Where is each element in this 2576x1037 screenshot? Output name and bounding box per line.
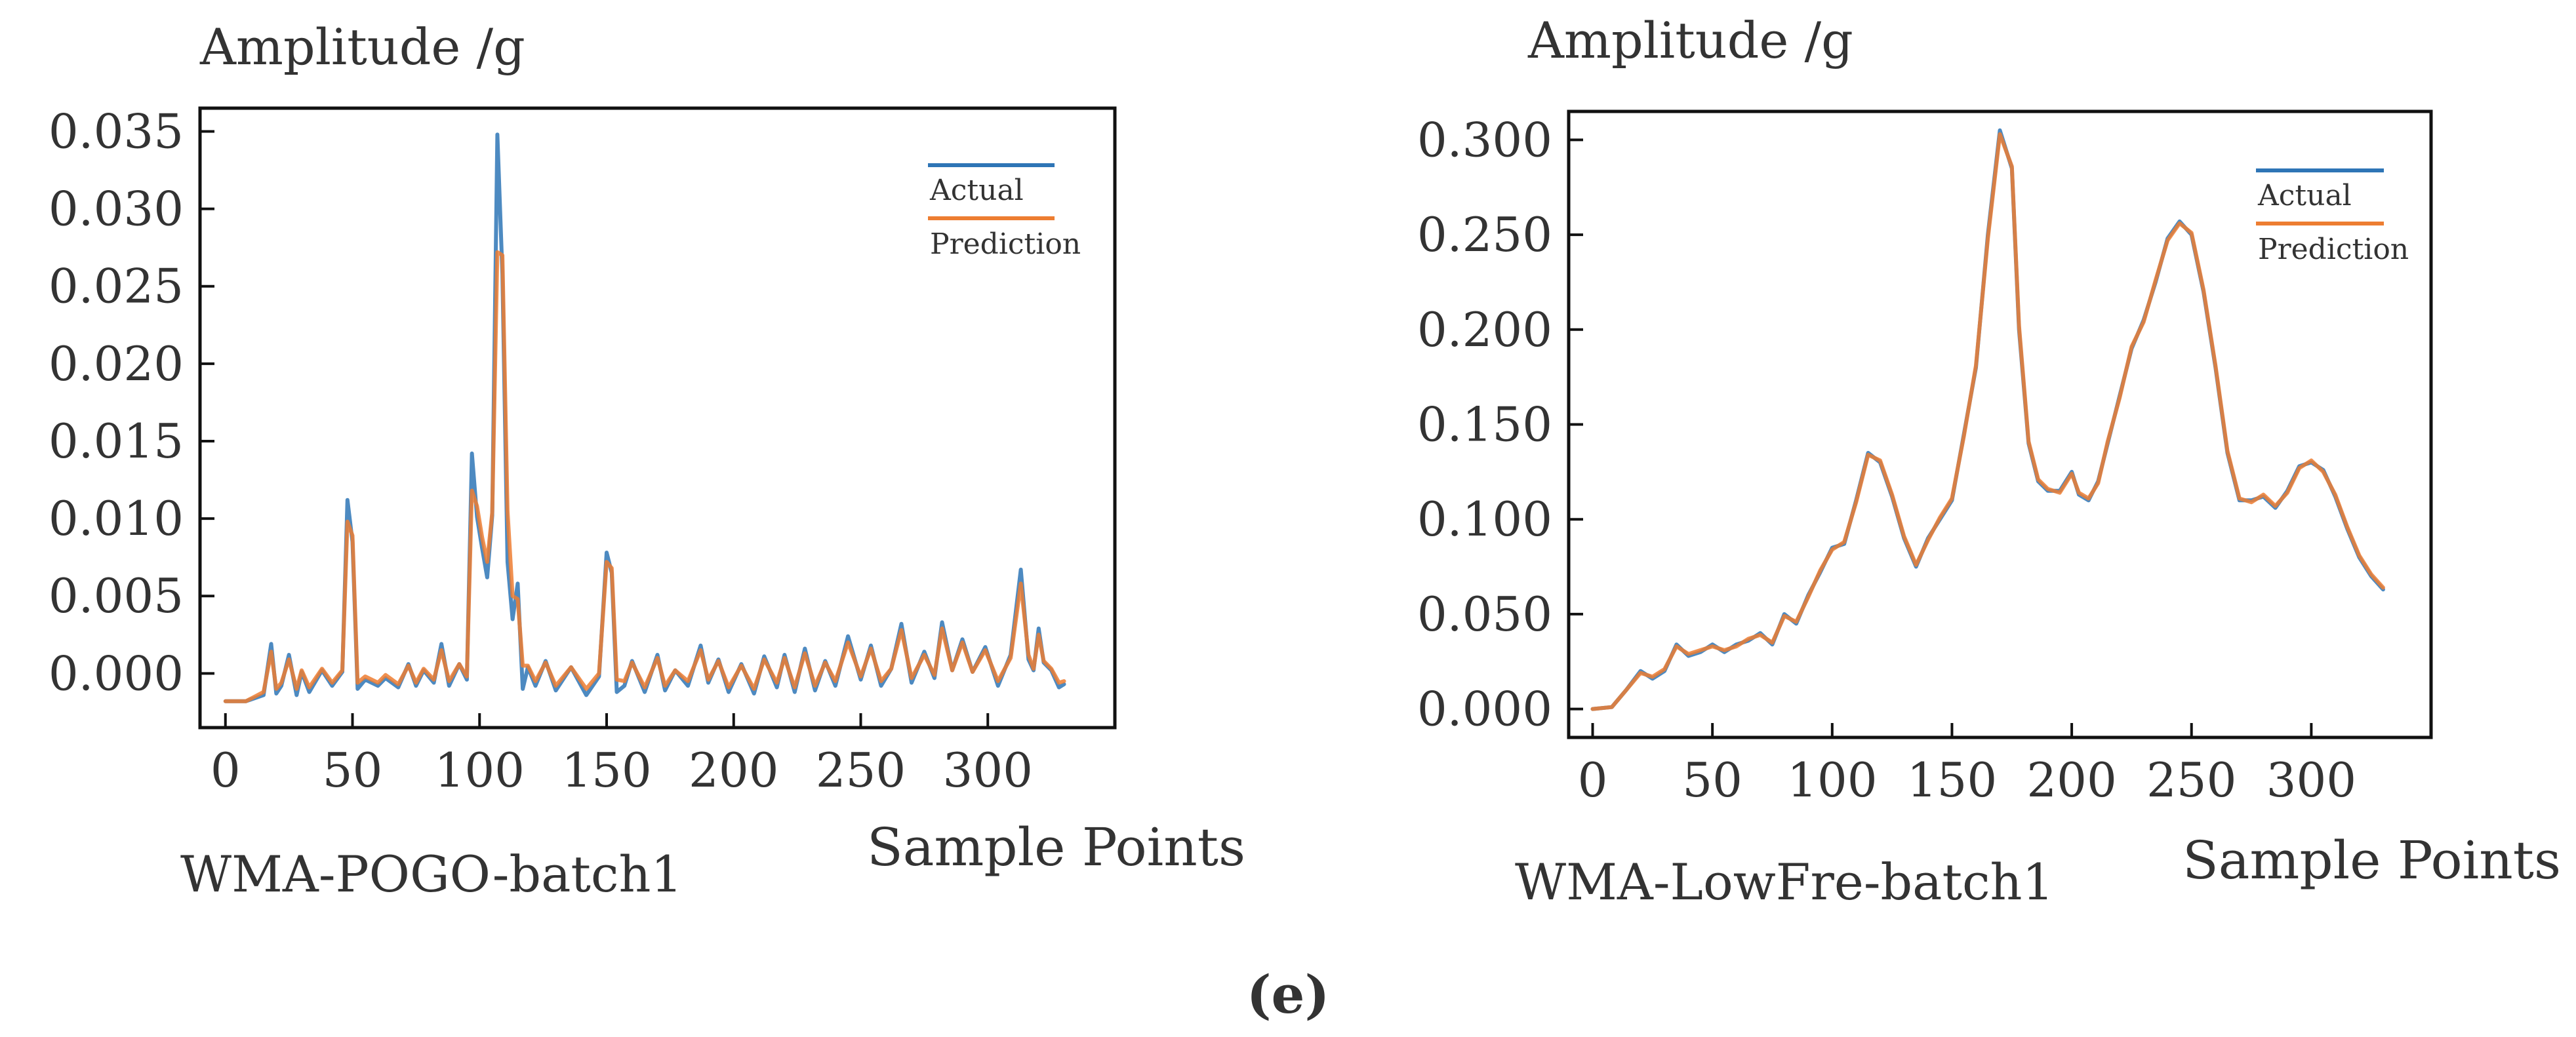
- chart-lowfre-ylabel: Amplitude /g: [1527, 11, 1853, 69]
- panel-label: (e): [1247, 964, 1330, 1025]
- chart-pogo-ytick-label: 0.005: [49, 568, 184, 623]
- chart-pogo-xlabel: Sample Points: [867, 817, 1245, 878]
- chart-lowfre-axes: 0 50 100 150 200 250 300 0.000 0.050 0.100 0.150 0.…: [1417, 112, 2356, 808]
- chart-lowfre-xtick-label: 0: [1578, 753, 1608, 808]
- chart-pogo-subtitle: WMA-POGO-batch1: [180, 845, 683, 903]
- chart-lowfre-xtick-label: 100: [1787, 753, 1877, 808]
- chart-lowfre: Amplitude /g 0 50 100 150 200 250 300 0.000 0.05…: [1417, 11, 2561, 911]
- chart-lowfre-xlabel: Sample Points: [2183, 830, 2561, 891]
- chart-pogo-xtick-label: 50: [323, 743, 383, 798]
- chart-lowfre-ytick-label: 0.050: [1417, 587, 1552, 642]
- chart-lowfre-legend: Actual Prediction: [2256, 168, 2409, 266]
- chart-pogo-series-prediction: [223, 250, 1066, 703]
- chart-pogo-ytick-label: 0.030: [49, 182, 184, 237]
- chart-lowfre-plot-frame: [1567, 109, 2433, 739]
- chart-lowfre-ytick-label: 0.150: [1417, 397, 1552, 452]
- chart-lowfre-ytick-label: 0.250: [1417, 207, 1552, 262]
- legend-label-prediction: Prediction: [930, 227, 1081, 261]
- chart-pogo-xtick-label: 0: [211, 743, 241, 798]
- chart-pogo-xtick-label: 250: [816, 743, 906, 798]
- legend-label-actual: Actual: [2257, 179, 2352, 212]
- legend-label-prediction: Prediction: [2258, 233, 2409, 266]
- chart-lowfre-subtitle: WMA-LowFre-batch1: [1515, 853, 2054, 911]
- chart-lowfre-xtick-label: 250: [2146, 753, 2236, 808]
- chart-pogo-ytick-label: 0.025: [49, 259, 184, 314]
- chart-lowfre-series-actual: [1590, 128, 2385, 711]
- chart-pogo-plot-frame: [198, 106, 1117, 730]
- chart-lowfre-series: [1590, 128, 2385, 711]
- chart-lowfre-xtick-label: 300: [2266, 753, 2356, 808]
- legend-label-actual: Actual: [929, 174, 1024, 207]
- chart-pogo-ytick-label: 0.015: [49, 414, 184, 469]
- chart-lowfre-ytick-label: 0.300: [1417, 112, 1552, 167]
- chart-lowfre-xtick-label: 50: [1682, 753, 1742, 808]
- chart-pogo-xtick-label: 200: [689, 743, 778, 798]
- chart-pogo-legend: Actual Prediction: [928, 163, 1081, 261]
- chart-pogo-ytick-label: 0.020: [49, 336, 184, 391]
- chart-lowfre-ytick-label: 0.100: [1417, 492, 1552, 547]
- chart-pogo-xtick-label: 100: [435, 743, 525, 798]
- chart-lowfre-xtick-label: 150: [1907, 753, 1997, 808]
- chart-lowfre-xtick-label: 200: [2026, 753, 2116, 808]
- chart-lowfre-series-prediction: [1590, 132, 2385, 711]
- chart-pogo-series: [223, 132, 1066, 703]
- chart-pogo-xtick-label: 150: [561, 743, 651, 798]
- chart-pogo-ytick-label: 0.000: [49, 646, 184, 701]
- chart-pogo-ylabel: Amplitude /g: [199, 18, 525, 76]
- chart-lowfre-ytick-label: 0.000: [1417, 682, 1552, 737]
- chart-pogo-xtick-label: 300: [943, 743, 1033, 798]
- chart-pogo-ytick-label: 0.010: [49, 491, 184, 546]
- chart-pogo-axes: 0 50 100 150 200 250 300 0.000 0.005 0.010 0.015 0.…: [49, 104, 1033, 798]
- chart-pogo: Amplitude /g 0 50 100 150 200 250 300 0.000 0.00…: [49, 18, 1245, 903]
- chart-pogo-ytick-label: 0.035: [49, 104, 184, 159]
- chart-lowfre-ytick-label: 0.200: [1417, 302, 1552, 357]
